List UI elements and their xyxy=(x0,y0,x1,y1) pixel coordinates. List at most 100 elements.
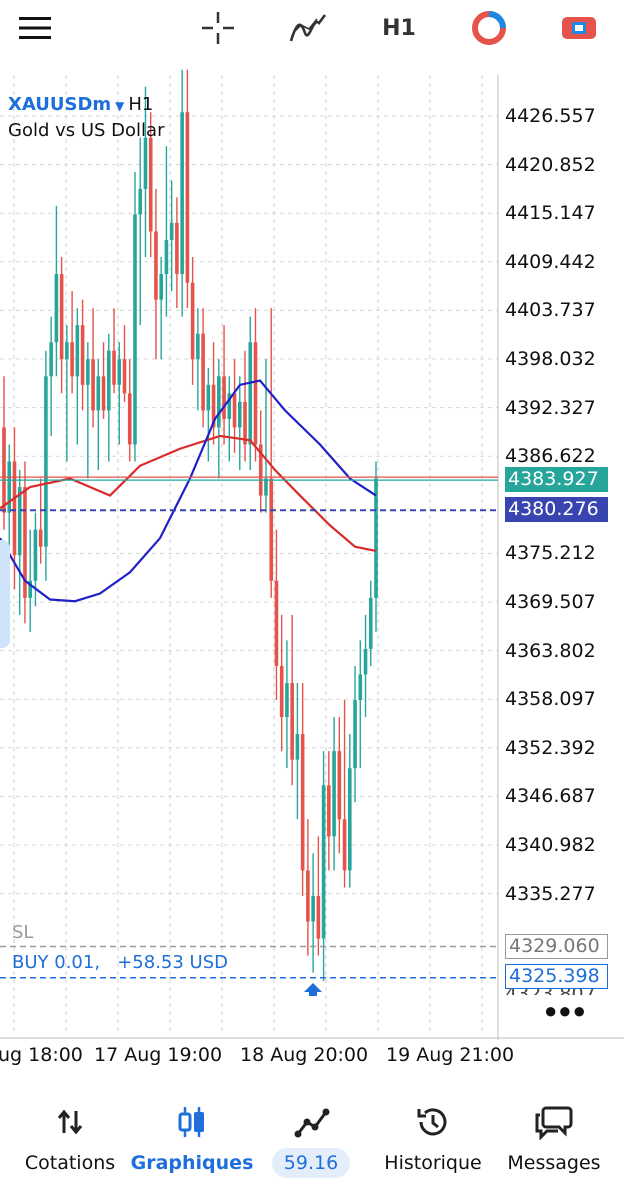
candle-body xyxy=(222,376,226,419)
price-axis-label: 4386.622 xyxy=(505,445,596,468)
candle-body xyxy=(112,350,116,385)
price-axis-label: 4363.802 xyxy=(505,639,596,662)
price-axis-label: 4369.507 xyxy=(505,591,596,613)
candle-body xyxy=(75,325,80,377)
candle-body xyxy=(363,648,368,675)
nav-history[interactable]: Historique xyxy=(371,1090,495,1190)
candle-body xyxy=(28,580,32,598)
candle-body xyxy=(368,597,373,649)
stop-loss-label[interactable]: SL xyxy=(12,922,34,943)
candle-body xyxy=(185,112,190,283)
candle-body xyxy=(122,359,127,394)
candle-body xyxy=(175,222,179,275)
chart-toolbar: H1 xyxy=(0,0,624,70)
candle-body xyxy=(311,895,315,922)
price-axis-label: 4346.687 xyxy=(505,785,596,808)
candle-body xyxy=(243,401,247,445)
candle-body xyxy=(59,274,64,360)
symbol-header[interactable]: XAUUSDm ▼ H1 xyxy=(8,94,153,115)
candle-body xyxy=(106,350,111,411)
bid-price-tag: 4383.927 xyxy=(505,467,608,492)
candle-body xyxy=(91,359,95,411)
chart-type-icon[interactable] xyxy=(468,8,510,48)
indicators-icon[interactable] xyxy=(286,8,330,48)
candle-body xyxy=(159,274,163,300)
candle-body xyxy=(248,342,253,445)
candle-body xyxy=(44,376,48,547)
nav-quotes[interactable]: Cotations xyxy=(8,1090,132,1190)
candle-body xyxy=(65,342,69,360)
price-chart[interactable] xyxy=(0,0,624,1090)
menu-icon[interactable] xyxy=(14,8,56,48)
candle-body xyxy=(353,700,357,769)
nav-charts[interactable]: Graphiques xyxy=(130,1090,254,1190)
price-axis-label: 4398.032 xyxy=(505,348,596,370)
history-icon xyxy=(371,1104,495,1140)
nav-charts-label: Graphiques xyxy=(130,1152,254,1174)
quotes-icon xyxy=(8,1104,132,1140)
candle-body xyxy=(86,359,90,385)
price-axis-label: 4392.327 xyxy=(505,396,596,419)
moving-average-red xyxy=(0,434,377,553)
candle-body xyxy=(133,214,137,445)
candle-body xyxy=(206,384,211,411)
timeframe-button[interactable]: H1 xyxy=(382,15,416,41)
messages-icon xyxy=(492,1104,616,1140)
price-axis-label: 4335.277 xyxy=(505,882,596,905)
candle-body xyxy=(300,734,305,871)
candle-body xyxy=(332,751,336,837)
symbol-ticker[interactable]: XAUUSDm xyxy=(8,94,112,115)
order-price-tag[interactable]: 4325.398 xyxy=(505,964,608,989)
candle-body xyxy=(327,785,331,837)
time-axis-label: 19 Aug 21:00 xyxy=(386,1044,515,1066)
candle-body xyxy=(342,819,347,871)
more-options-icon[interactable]: ●●● xyxy=(544,998,587,1023)
candle-body xyxy=(227,393,232,419)
candle-body xyxy=(264,478,268,496)
candle-body xyxy=(7,461,12,513)
time-axis-label: 18 Aug 20:00 xyxy=(240,1044,369,1066)
symbol-caret-icon[interactable]: ▼ xyxy=(115,99,125,113)
candle-body xyxy=(143,137,148,189)
candle-body xyxy=(211,384,216,428)
candle-body xyxy=(321,785,326,939)
candle-body xyxy=(348,768,352,871)
candle-body xyxy=(196,333,200,360)
nav-trade[interactable] xyxy=(250,1090,374,1190)
price-axis-label: 4415.147 xyxy=(505,202,596,225)
candle-body xyxy=(285,682,289,718)
candle-body xyxy=(253,342,258,445)
candle-body xyxy=(201,333,205,411)
candle-body xyxy=(17,487,22,556)
candle-body xyxy=(70,342,74,377)
side-panel-handle[interactable] xyxy=(0,540,10,648)
candle-body xyxy=(374,478,378,598)
candle-body xyxy=(337,751,342,820)
candle-body xyxy=(279,665,284,718)
price-axis-label: 4426.557 xyxy=(505,105,596,127)
candle-body xyxy=(290,682,294,760)
candle-body xyxy=(33,529,38,581)
candle-body xyxy=(295,734,300,760)
price-axis-label: 4358.097 xyxy=(505,688,596,711)
candle-body xyxy=(190,282,195,360)
price-axis-label: 4352.392 xyxy=(505,736,596,759)
candle-body xyxy=(23,487,27,598)
price-axis-label: 4340.982 xyxy=(505,834,596,856)
buy-arrow-icon xyxy=(304,983,322,996)
time-axis-label: ug 18:00 xyxy=(0,1044,83,1066)
balance-badge[interactable]: 59.16 xyxy=(272,1148,350,1178)
stop-loss-price-tag[interactable]: 4329.060 xyxy=(505,934,608,959)
nav-messages[interactable]: Messages xyxy=(492,1090,616,1190)
symbol-timeframe: H1 xyxy=(128,94,154,115)
candle-body xyxy=(101,376,106,411)
price-axis-label: 4375.212 xyxy=(505,542,596,565)
bottom-navigation: Cotations Graphiques 59.16 Historique Me… xyxy=(0,1090,624,1199)
candle-body xyxy=(169,222,174,241)
buy-order-label[interactable]: BUY 0.01, +58.53 USD xyxy=(12,952,228,973)
crosshair-icon[interactable] xyxy=(196,8,240,48)
symbol-description: Gold vs US Dollar xyxy=(8,120,165,141)
trade-icon[interactable] xyxy=(558,8,600,48)
candle-body xyxy=(358,674,363,701)
candle-body xyxy=(2,427,6,513)
